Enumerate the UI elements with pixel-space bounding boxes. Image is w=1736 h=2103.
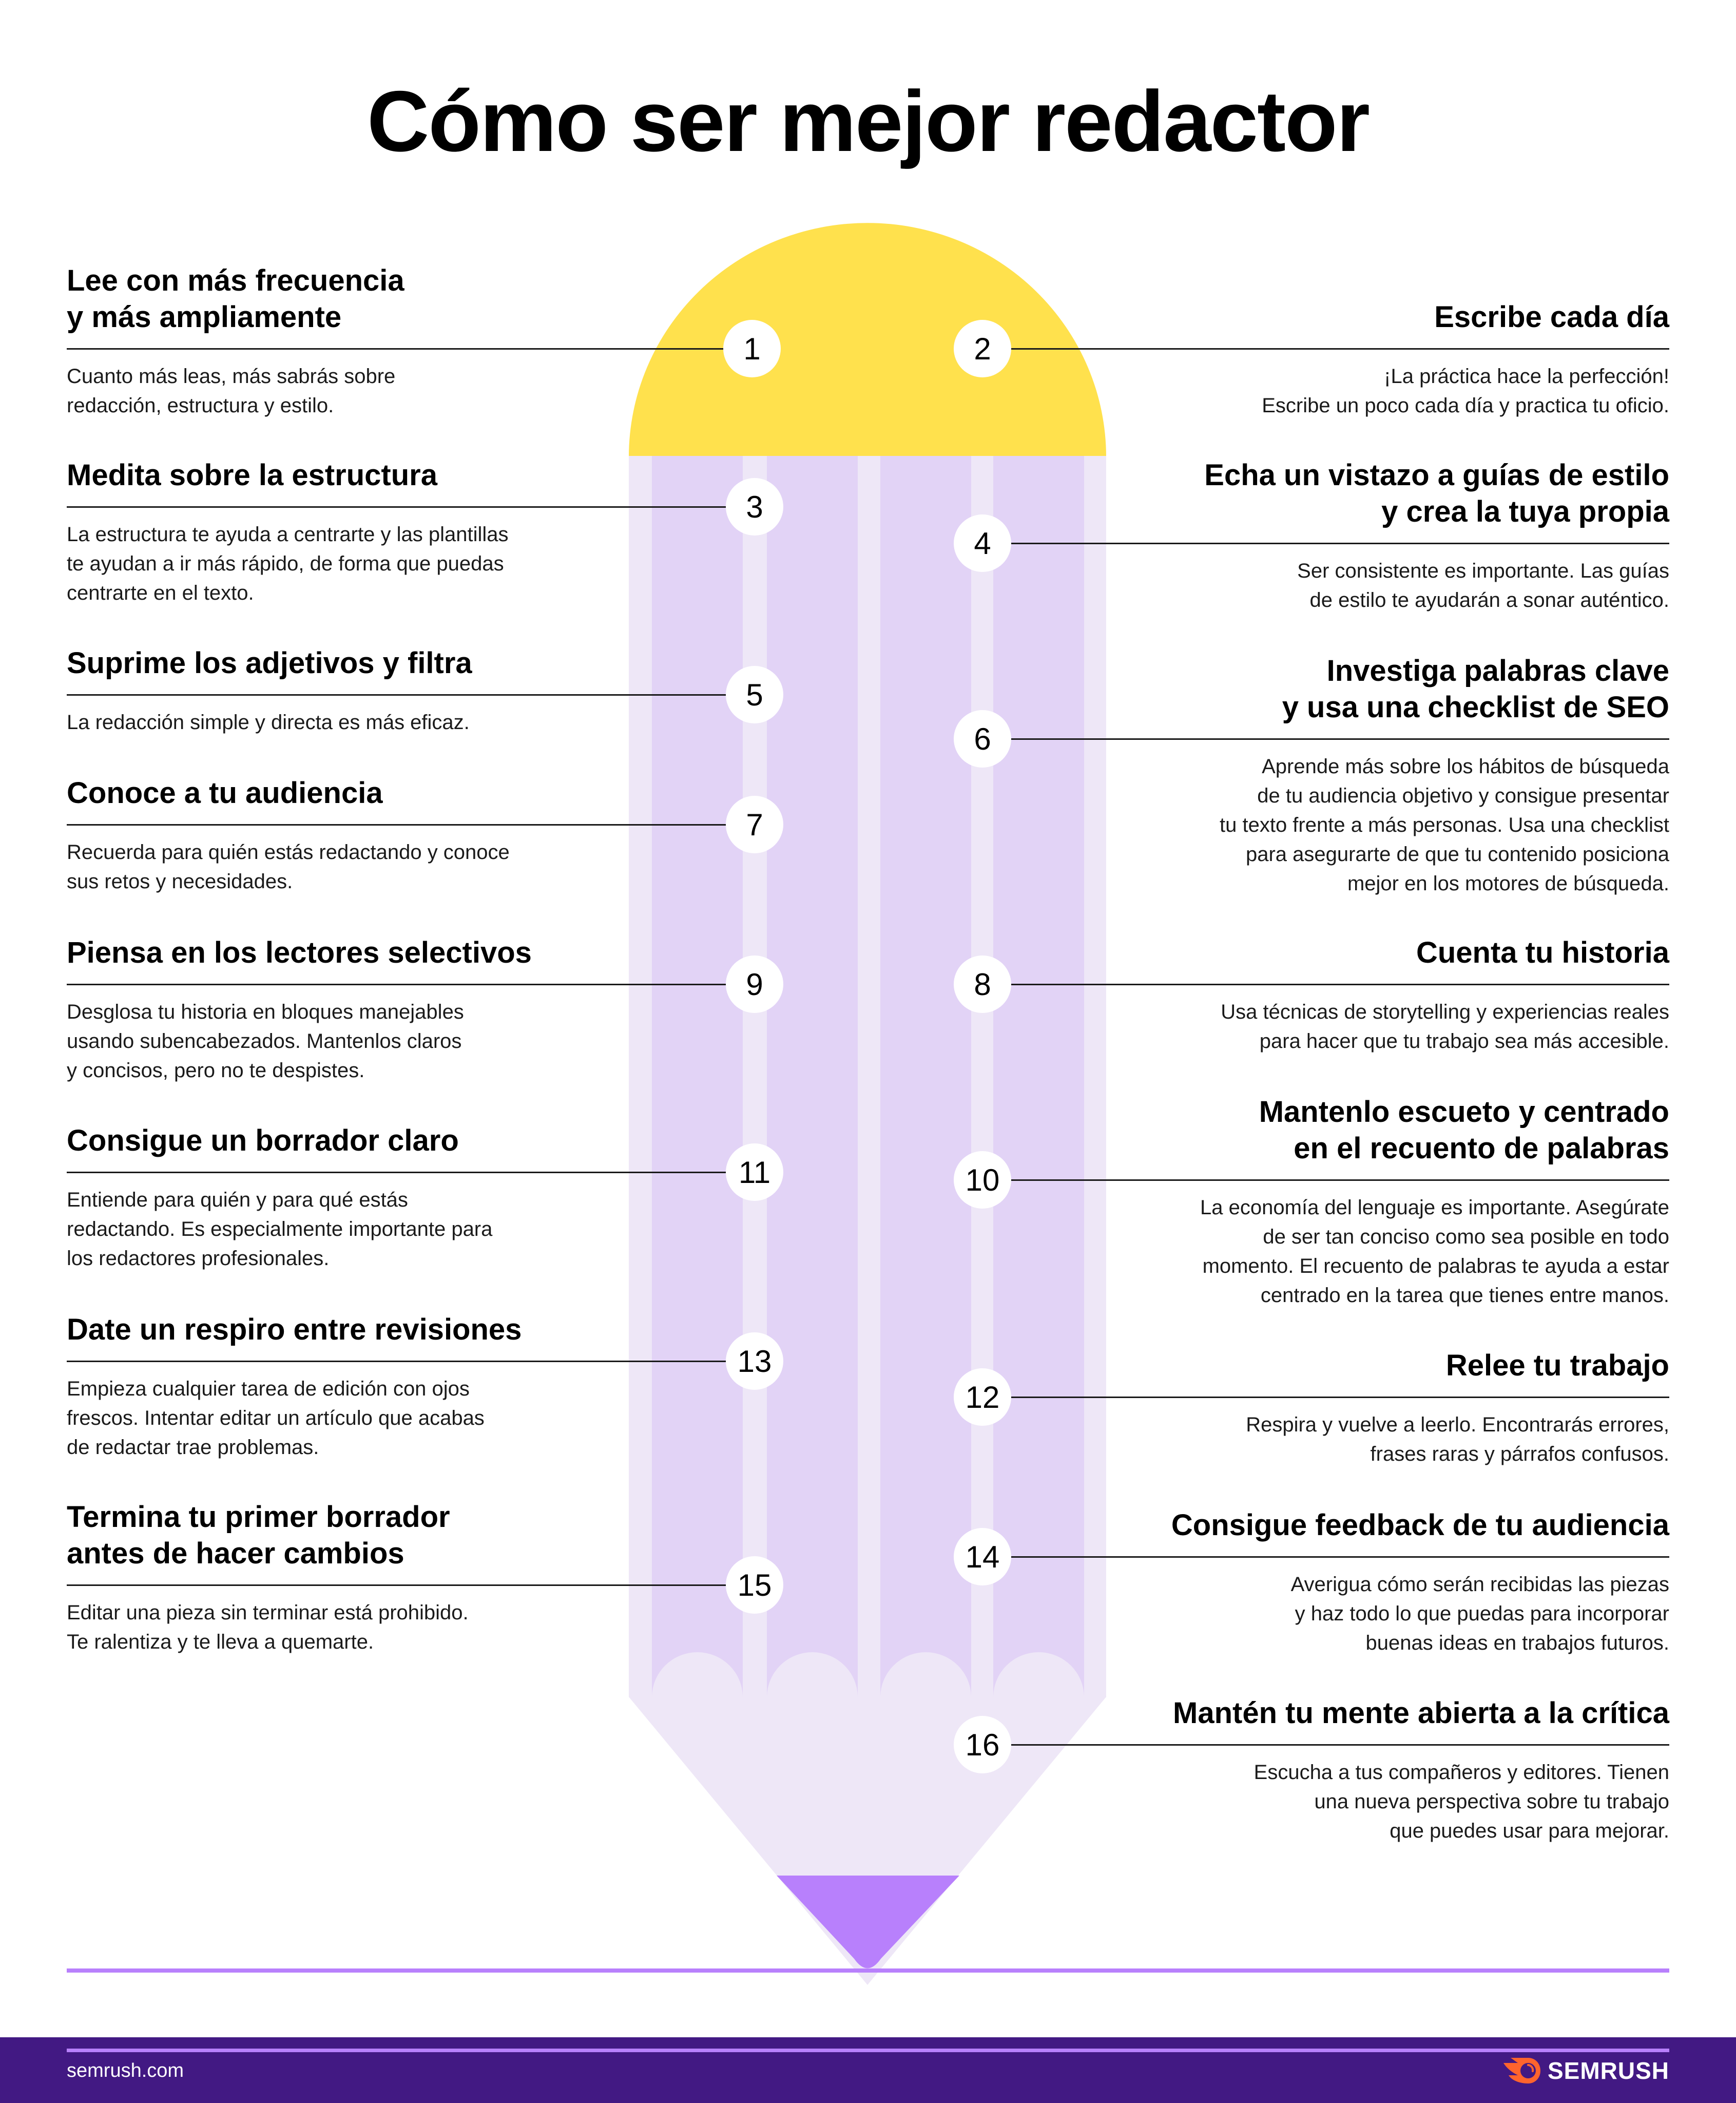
tip-description: La redacción simple y directa es más efi… xyxy=(67,711,470,734)
semrush-logo: SEMRUSH xyxy=(1503,2057,1669,2085)
pencil-stripe xyxy=(767,456,858,1697)
step-number-badge: 6 xyxy=(954,710,1011,768)
pencil-scallop xyxy=(993,1652,1084,1697)
semrush-fireball-icon xyxy=(1503,2058,1540,2083)
tip-description: Editar una pieza sin terminar está prohi… xyxy=(67,1601,469,1653)
tip-description: La economía del lenguaje es importante. … xyxy=(1200,1196,1669,1307)
pencil-scallop xyxy=(652,1652,743,1697)
tip-description: Ser consistente es importante. Las guías… xyxy=(1297,560,1669,611)
tip-description: La estructura te ayuda a centrarte y las… xyxy=(67,523,509,604)
tip-title: Investiga palabras clave y usa una check… xyxy=(1282,654,1669,724)
tip-title: Piensa en los lectores selectivos xyxy=(67,936,532,969)
tip-title: Mantén tu mente abierta a la crítica xyxy=(1173,1696,1669,1730)
step-number-badge: 9 xyxy=(726,955,783,1013)
step-number-badge: 3 xyxy=(726,478,783,536)
connector-line xyxy=(982,738,1669,740)
tip-description: ¡La práctica hace la perfección! Escribe… xyxy=(1262,365,1669,417)
footer-site-link[interactable]: semrush.com xyxy=(67,2060,184,2081)
pencil-stripe xyxy=(993,456,1084,1697)
step-number-badge: 10 xyxy=(954,1151,1011,1209)
pencil-stripe xyxy=(880,456,971,1697)
baseline-divider xyxy=(67,1968,1669,1973)
pencil-stripe xyxy=(652,456,743,1697)
pencil-scallop xyxy=(767,1652,858,1697)
step-number-badge: 2 xyxy=(954,320,1011,377)
connector-line xyxy=(67,984,755,985)
tip-title: Consigue un borrador claro xyxy=(67,1124,459,1157)
page-title: Cómo ser mejor redactor xyxy=(367,73,1370,169)
step-number-badge: 4 xyxy=(954,514,1011,572)
tip-title: Cuenta tu historia xyxy=(1416,936,1669,969)
tip-description: Usa técnicas de storytelling y experienc… xyxy=(1221,1001,1669,1053)
tip-title: Relee tu trabajo xyxy=(1445,1349,1669,1382)
connector-line xyxy=(67,1172,755,1173)
tip-description: Respira y vuelve a leerlo. Encontrarás e… xyxy=(1246,1413,1669,1465)
connector-line xyxy=(67,348,752,350)
connector-line xyxy=(982,1397,1669,1398)
tip-description: Empieza cualquier tarea de edición con o… xyxy=(67,1378,485,1459)
step-number-badge: 15 xyxy=(726,1556,783,1614)
connector-line xyxy=(67,694,755,696)
connector-line xyxy=(982,348,1669,350)
step-number-badge: 13 xyxy=(726,1332,783,1390)
step-number-badge: 14 xyxy=(954,1528,1011,1585)
tip-title: Medita sobre la estructura xyxy=(67,458,437,492)
tip-title: Mantenlo escueto y centrado en el recuen… xyxy=(1259,1095,1669,1165)
footer-divider xyxy=(67,2049,1669,2052)
step-number-badge: 8 xyxy=(954,955,1011,1013)
step-number-badge: 16 xyxy=(954,1716,1011,1773)
tip-description: Aprende más sobre los hábitos de búsqued… xyxy=(1220,755,1669,895)
connector-line xyxy=(67,1361,755,1362)
footer: semrush.com SEMRUSH xyxy=(0,2037,1736,2103)
tip-description: Recuerda para quién estás redactando y c… xyxy=(67,841,510,893)
tip-description: Escucha a tus compañeros y editores. Tie… xyxy=(1253,1761,1669,1842)
step-number-badge: 11 xyxy=(726,1143,783,1201)
connector-line xyxy=(982,984,1669,985)
connector-line xyxy=(982,543,1669,544)
tip-description: Averigua cómo serán recibidas las piezas… xyxy=(1290,1573,1669,1654)
connector-line xyxy=(67,1584,755,1586)
tip-title: Consigue feedback de tu audiencia xyxy=(1171,1508,1669,1542)
tip-description: Desglosa tu historia en bloques manejabl… xyxy=(67,1001,464,1082)
tip-title: Suprime los adjetivos y filtra xyxy=(67,646,472,680)
connector-line xyxy=(67,506,755,508)
semrush-logo-text: SEMRUSH xyxy=(1547,2057,1669,2084)
tip-title: Termina tu primer borrador antes de hace… xyxy=(67,1500,450,1570)
step-number-badge: 5 xyxy=(726,666,783,723)
pencil-scallop xyxy=(880,1652,971,1697)
pencil-tip xyxy=(777,1876,959,1968)
step-number-badge: 12 xyxy=(954,1368,1011,1426)
connector-line xyxy=(67,824,755,826)
pencil-eraser xyxy=(629,223,1106,457)
tip-title: Conoce a tu audiencia xyxy=(67,776,383,810)
tip-title: Echa un vistazo a guías de estilo y crea… xyxy=(1204,458,1669,528)
tip-title: Escribe cada día xyxy=(1434,300,1669,334)
connector-line xyxy=(982,1744,1669,1746)
connector-line xyxy=(982,1556,1669,1558)
tip-title: Lee con más frecuencia y más ampliamente xyxy=(67,264,404,334)
tip-description: Entiende para quién y para qué estás red… xyxy=(67,1189,493,1270)
tip-description: Cuanto más leas, más sabrás sobre redacc… xyxy=(67,365,396,417)
tip-title: Date un respiro entre revisiones xyxy=(67,1313,522,1346)
step-number-badge: 7 xyxy=(726,796,783,853)
connector-line xyxy=(982,1179,1669,1181)
step-number-badge: 1 xyxy=(723,320,781,377)
